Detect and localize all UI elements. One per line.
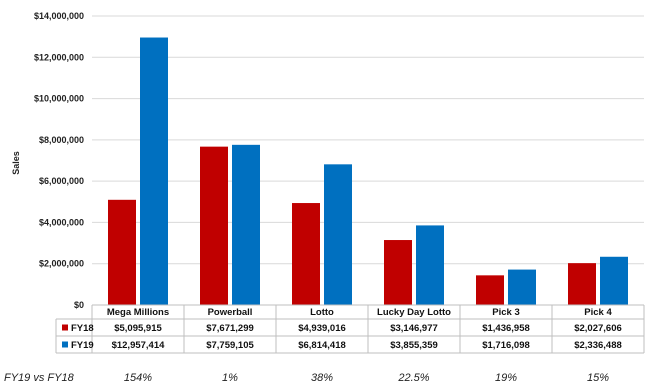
- comparison-label: FY19 vs FY18: [4, 372, 75, 384]
- y-tick-label: $6,000,000: [39, 176, 84, 186]
- bar-fy19-pick-4: [600, 256, 628, 305]
- table-cell: $1,436,958: [482, 323, 530, 334]
- bar-fy18-lotto: [292, 203, 320, 305]
- category-label: Lotto: [310, 307, 334, 318]
- category-label: Lucky Day Lotto: [377, 307, 451, 318]
- bar-fy18-lucky-day-lotto: [384, 240, 412, 305]
- category-label: Pick 4: [584, 307, 612, 318]
- bar-fy18-pick-3: [476, 275, 504, 305]
- bar-fy19-lotto: [324, 164, 352, 305]
- comparison-values: 154% 1% 38% 22.5% 19% 15%: [124, 372, 609, 384]
- comparison-value: 19%: [495, 372, 517, 384]
- bar-fy19-mega-millions: [140, 37, 168, 306]
- legend-label-fy19: FY19: [71, 340, 94, 351]
- table-cell: $3,146,977: [390, 323, 438, 334]
- y-tick-label: $14,000,000: [34, 11, 84, 21]
- table-cell: $2,336,488: [574, 340, 622, 351]
- comparison-value: 38%: [311, 372, 333, 384]
- table-cell: $6,814,418: [298, 340, 346, 351]
- legend-label-fy18: FY18: [71, 323, 94, 334]
- category-label: Pick 3: [492, 307, 519, 318]
- bar-fy19-pick-3: [508, 269, 536, 305]
- table-cell: $7,759,105: [206, 340, 254, 351]
- table-cell: $3,855,359: [390, 340, 438, 351]
- table-cell: $2,027,606: [574, 323, 622, 334]
- category-label: Mega Millions: [107, 307, 169, 318]
- comparison-value: 1%: [222, 372, 238, 384]
- comparison-value: 15%: [587, 372, 609, 384]
- legend-key-fy18: [62, 324, 68, 331]
- table-cell: $4,939,016: [298, 323, 346, 334]
- comparison-value: 22.5%: [397, 372, 429, 384]
- bars: [108, 37, 628, 306]
- y-axis-ticks: $0 $2,000,000 $4,000,000 $6,000,000 $8,000,0…: [34, 11, 84, 310]
- y-tick-label: $10,000,000: [34, 94, 84, 104]
- y-tick-label: $12,000,000: [34, 52, 84, 62]
- bar-fy19-powerball: [232, 144, 260, 305]
- y-tick-label: $4,000,000: [39, 217, 84, 227]
- y-tick-label: $2,000,000: [39, 259, 84, 269]
- y-tick-label: $8,000,000: [39, 135, 84, 145]
- table-cell: $7,671,299: [206, 323, 254, 334]
- y-tick-label: $0: [74, 300, 84, 310]
- gridlines: [92, 15, 644, 306]
- bar-fy19-lucky-day-lotto: [416, 225, 444, 305]
- bar-fy18-mega-millions: [108, 199, 136, 305]
- y-axis-label: Sales: [11, 151, 21, 175]
- table-cell: $12,957,414: [112, 340, 166, 351]
- comparison-value: 154%: [124, 372, 152, 384]
- data-table: Mega Millions Powerball Lotto Lucky Day Lot…: [55, 304, 645, 354]
- table-cell: $1,716,098: [482, 340, 530, 351]
- category-label: Powerball: [208, 307, 253, 318]
- table-cell: $5,095,915: [114, 323, 162, 334]
- legend-key-fy19: [62, 341, 68, 348]
- bar-fy18-pick-4: [568, 263, 596, 305]
- bar-fy18-powerball: [200, 146, 228, 305]
